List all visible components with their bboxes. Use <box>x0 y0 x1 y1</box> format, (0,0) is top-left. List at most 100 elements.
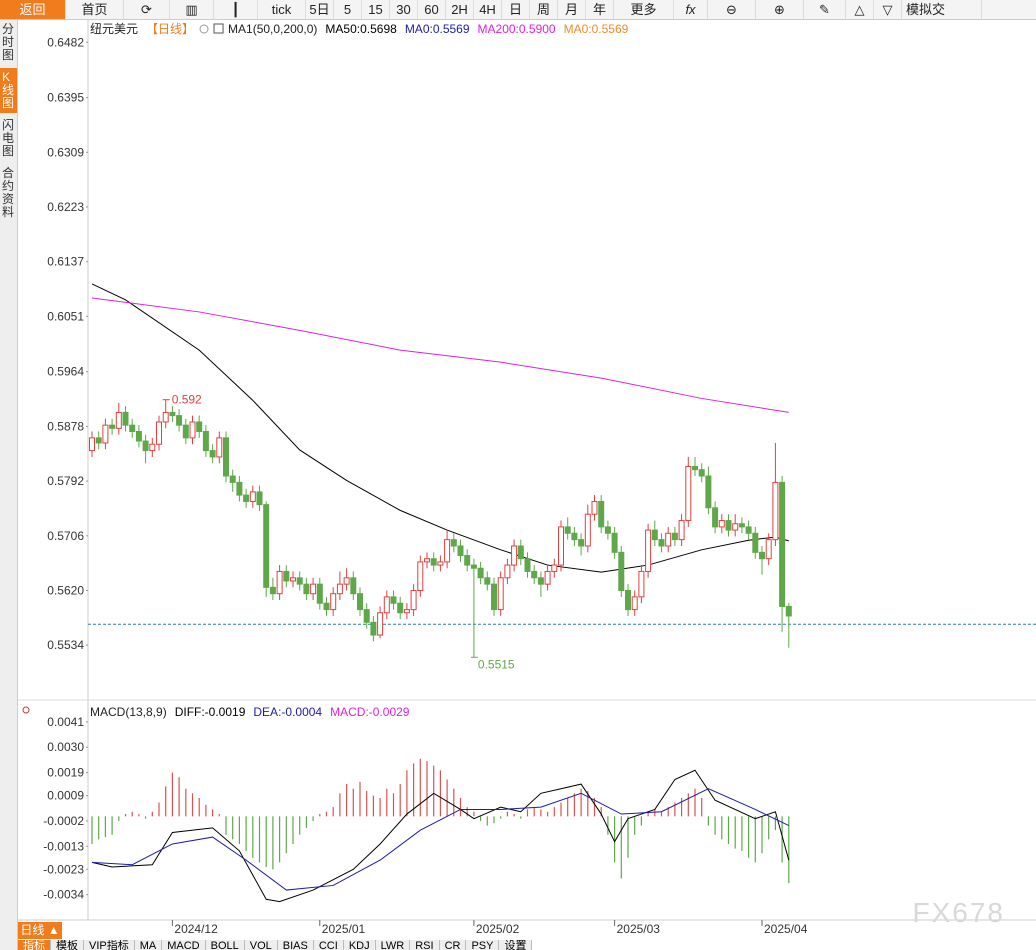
y-tick-label: -0.0023 <box>43 862 84 876</box>
period-option[interactable]: 4H <box>474 0 502 19</box>
candle-body <box>698 469 705 477</box>
y-tick-label: 0.5620 <box>47 584 84 598</box>
home-button[interactable]: 首页 <box>66 0 124 19</box>
candle-body <box>269 586 276 595</box>
indicator-tab[interactable]: 模板 <box>51 940 84 950</box>
indicator-tab[interactable]: CR <box>439 940 467 950</box>
candle-body <box>591 500 598 515</box>
candle-body <box>189 421 196 439</box>
indicator-tab[interactable]: MACD <box>162 940 206 950</box>
indicator-tab[interactable]: CCI <box>313 940 344 950</box>
candle-body <box>665 532 672 547</box>
legend-entry: 纽元美元 <box>90 22 138 36</box>
candle-body <box>430 558 437 566</box>
candle-body <box>283 570 290 582</box>
period-option[interactable]: 5 <box>334 0 362 19</box>
y-tick-label: -0.0013 <box>43 839 84 853</box>
candle-body <box>142 440 149 452</box>
indicator-tab[interactable]: PSY <box>466 940 500 950</box>
y-tick-label: 0.6395 <box>47 91 84 105</box>
period-option[interactable]: 年 <box>586 0 614 19</box>
indicator-tab[interactable]: KDJ <box>343 940 376 950</box>
line <box>91 769 790 903</box>
candle-body <box>718 520 725 528</box>
y-tick-label: 0.6137 <box>47 255 84 269</box>
legend-entry: MA0:0.5569 <box>564 22 629 36</box>
period-option[interactable]: 2H <box>446 0 474 19</box>
legend-entry: MA200:0.5900 <box>478 22 556 36</box>
candle-body <box>316 583 323 604</box>
candle-body <box>671 532 678 541</box>
zoom-in-button[interactable]: ⊕ <box>756 0 804 19</box>
candle-body <box>712 507 719 528</box>
candle-body <box>658 539 665 547</box>
candle-body <box>544 570 551 585</box>
legend-entry: DIFF:-0.0019 <box>175 705 246 719</box>
candle-body <box>692 465 698 471</box>
candle-body <box>618 551 625 592</box>
candle-body <box>323 602 330 611</box>
indicator-tab[interactable]: BOLL <box>205 940 245 950</box>
settings-icon[interactable] <box>22 706 30 714</box>
indicator-tab[interactable]: MA <box>134 940 163 950</box>
candle-body <box>303 583 310 595</box>
side-tab[interactable]: K线图 <box>0 68 17 113</box>
indicator-tab[interactable]: 设置 <box>499 940 533 950</box>
x-tick-label: 2025/02 <box>476 922 520 936</box>
zoom-out-button[interactable]: ⊖ <box>708 0 756 19</box>
chart-type-button[interactable]: ▥ <box>170 0 214 19</box>
x-tick-label: 2025/03 <box>617 922 661 936</box>
candle-body <box>738 523 745 528</box>
candle-body <box>296 577 303 585</box>
y-tick-label: -0.0034 <box>43 888 84 902</box>
period-option[interactable]: 5日 <box>306 0 334 19</box>
period-option[interactable]: tick <box>258 0 306 19</box>
candle-body <box>517 545 524 560</box>
back-button[interactable]: 返回 <box>0 0 66 19</box>
down-button[interactable]: ▽ <box>874 0 902 19</box>
trade-button[interactable]: 模拟交 <box>902 0 982 19</box>
refresh-button[interactable]: ⟳ <box>124 0 170 19</box>
high-annotation: 0.592 <box>172 393 202 407</box>
more-button[interactable]: 更多 <box>614 0 674 19</box>
y-tick-label: 0.5792 <box>47 474 84 488</box>
indicator-tab[interactable]: VIP指标 <box>84 940 135 950</box>
indicator-tab[interactable]: BIAS <box>277 940 314 950</box>
candle-button[interactable]: ┃ <box>214 0 258 19</box>
draw-button[interactable]: ✎ <box>804 0 846 19</box>
candle-body <box>504 564 511 579</box>
candle-body <box>310 583 317 595</box>
candle-body <box>336 583 343 595</box>
candle-body <box>772 481 779 541</box>
side-tab[interactable]: 合约资料 <box>2 166 15 219</box>
y-tick-label: 0.5878 <box>47 419 84 433</box>
formula-button[interactable]: fx <box>674 0 708 19</box>
watermark: FX678 <box>913 897 1006 928</box>
indicator-tab[interactable]: RSI <box>410 940 440 950</box>
indicator-tab[interactable]: LWR <box>375 940 411 950</box>
candle-body <box>464 555 471 566</box>
low-annotation: 0.5515 <box>478 657 515 671</box>
period-option[interactable]: 日 <box>502 0 530 19</box>
candle-body <box>249 491 256 502</box>
toolbar: 返回 首页 ⟳ ▥ ┃ tick 5日 5 15 30 60 2H 4H 日周月年 更多 fx … <box>0 0 1036 20</box>
period-option[interactable]: 30 <box>390 0 418 19</box>
legend-icon <box>199 24 209 34</box>
indicator-tab[interactable]: 指标 <box>18 940 51 950</box>
candle-body <box>785 605 792 617</box>
side-tab[interactable]: 闪电图 <box>2 118 15 158</box>
period-option[interactable]: 15 <box>362 0 390 19</box>
candle-body <box>363 609 370 623</box>
y-tick-label: 0.6482 <box>47 35 84 49</box>
period-option[interactable]: 周 <box>530 0 558 19</box>
indicator-tab[interactable]: VOL <box>244 940 278 950</box>
up-button[interactable]: △ <box>846 0 874 19</box>
candle-body <box>216 437 223 458</box>
period-option[interactable]: 月 <box>558 0 586 19</box>
side-tab[interactable]: 分时图 <box>2 22 15 62</box>
period-button[interactable]: 日线 ▲ <box>18 922 62 939</box>
candle-body <box>779 481 786 607</box>
period-option[interactable]: 60 <box>418 0 446 19</box>
x-tick-label: 2025/04 <box>764 922 808 936</box>
